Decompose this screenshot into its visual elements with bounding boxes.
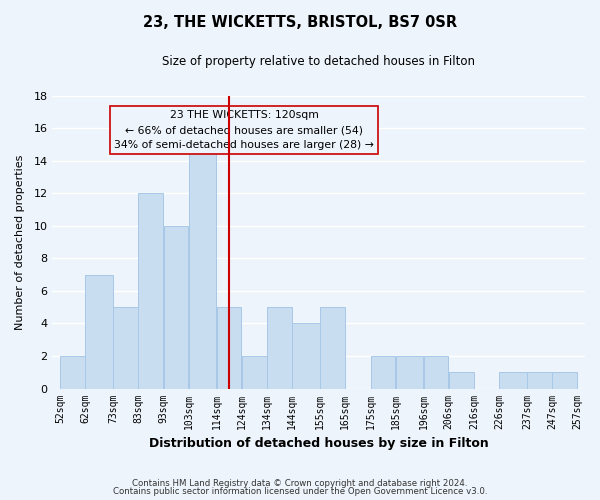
Bar	[85, 274, 113, 388]
Title: Size of property relative to detached houses in Filton: Size of property relative to detached ho…	[162, 55, 475, 68]
Bar	[164, 226, 188, 388]
Text: Contains public sector information licensed under the Open Government Licence v3: Contains public sector information licen…	[113, 487, 487, 496]
Bar	[527, 372, 552, 388]
X-axis label: Distribution of detached houses by size in Filton: Distribution of detached houses by size …	[149, 437, 488, 450]
Bar	[242, 356, 266, 388]
Text: 23, THE WICKETTS, BRISTOL, BS7 0SR: 23, THE WICKETTS, BRISTOL, BS7 0SR	[143, 15, 457, 30]
Bar	[292, 324, 320, 388]
Text: 23 THE WICKETTS: 120sqm
← 66% of detached houses are smaller (54)
34% of semi-de: 23 THE WICKETTS: 120sqm ← 66% of detache…	[114, 110, 374, 150]
Y-axis label: Number of detached properties: Number of detached properties	[15, 154, 25, 330]
Bar	[267, 307, 292, 388]
Bar	[449, 372, 473, 388]
Bar	[60, 356, 85, 388]
Bar	[217, 307, 241, 388]
Bar	[189, 144, 216, 388]
Bar	[553, 372, 577, 388]
Bar	[320, 307, 345, 388]
Bar	[424, 356, 448, 388]
Bar	[499, 372, 527, 388]
Bar	[396, 356, 423, 388]
Text: Contains HM Land Registry data © Crown copyright and database right 2024.: Contains HM Land Registry data © Crown c…	[132, 478, 468, 488]
Bar	[371, 356, 395, 388]
Bar	[139, 193, 163, 388]
Bar	[113, 307, 138, 388]
